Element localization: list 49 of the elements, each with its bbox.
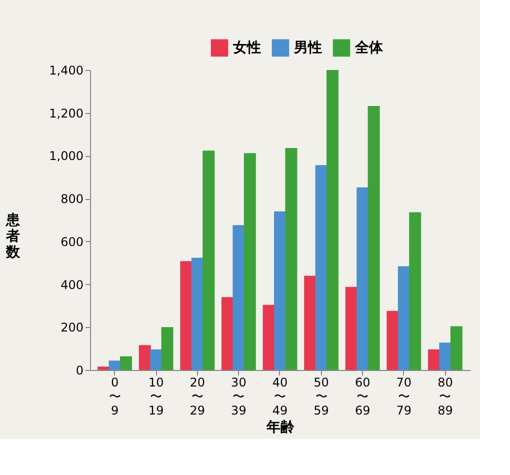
x-tick-label: 20 〜 29 (190, 376, 206, 418)
bar (98, 366, 110, 370)
bar (315, 165, 328, 370)
bar (439, 342, 452, 370)
x-tick-label: 30 〜 39 (231, 376, 246, 418)
bar (244, 153, 256, 370)
y-tick-label: 0 (76, 364, 84, 378)
bar (368, 106, 380, 370)
bar (274, 211, 286, 370)
bar (191, 258, 204, 370)
bar (356, 187, 369, 370)
x-axis-title: 年齢 (266, 420, 296, 436)
bar (202, 150, 215, 370)
bar (345, 286, 358, 370)
bar (409, 212, 422, 370)
y-axis-title: 患者数 (5, 212, 22, 260)
bar (120, 356, 132, 370)
legend-label: 女性 (232, 40, 261, 56)
bar (232, 225, 245, 370)
bar (326, 70, 339, 370)
bar (150, 349, 162, 370)
bar (221, 297, 234, 370)
bar (304, 276, 316, 370)
bar (108, 360, 121, 370)
bar (161, 327, 174, 370)
y-tick-label: 1,200 (49, 106, 84, 120)
x-tick-label: 40 〜 49 (272, 376, 288, 418)
y-tick-label: 1,400 (49, 64, 84, 78)
legend-label: 男性 (293, 40, 322, 56)
bar (285, 148, 298, 370)
bar (450, 326, 462, 370)
y-tick-label: 1,000 (49, 149, 84, 164)
bar (262, 304, 275, 370)
x-tick-label: 60 〜 69 (354, 376, 370, 418)
bar (428, 349, 440, 370)
bar (180, 261, 192, 370)
y-tick-label: 600 (60, 234, 84, 249)
y-tick-label: 400 (60, 278, 84, 292)
x-tick-label: 10 〜 19 (148, 376, 164, 418)
bar (138, 345, 151, 370)
x-tick-label: 50 〜 59 (314, 376, 329, 418)
x-tick-label: 70 〜 79 (396, 376, 412, 418)
legend-label: 全体 (354, 40, 384, 56)
x-tick-label: 0 〜 9 (108, 376, 121, 418)
y-tick-label: 200 (60, 320, 84, 335)
x-tick-label: 80 〜 89 (438, 376, 453, 418)
y-tick-label: 800 (60, 192, 84, 206)
bar (386, 310, 399, 370)
bar (398, 266, 410, 370)
